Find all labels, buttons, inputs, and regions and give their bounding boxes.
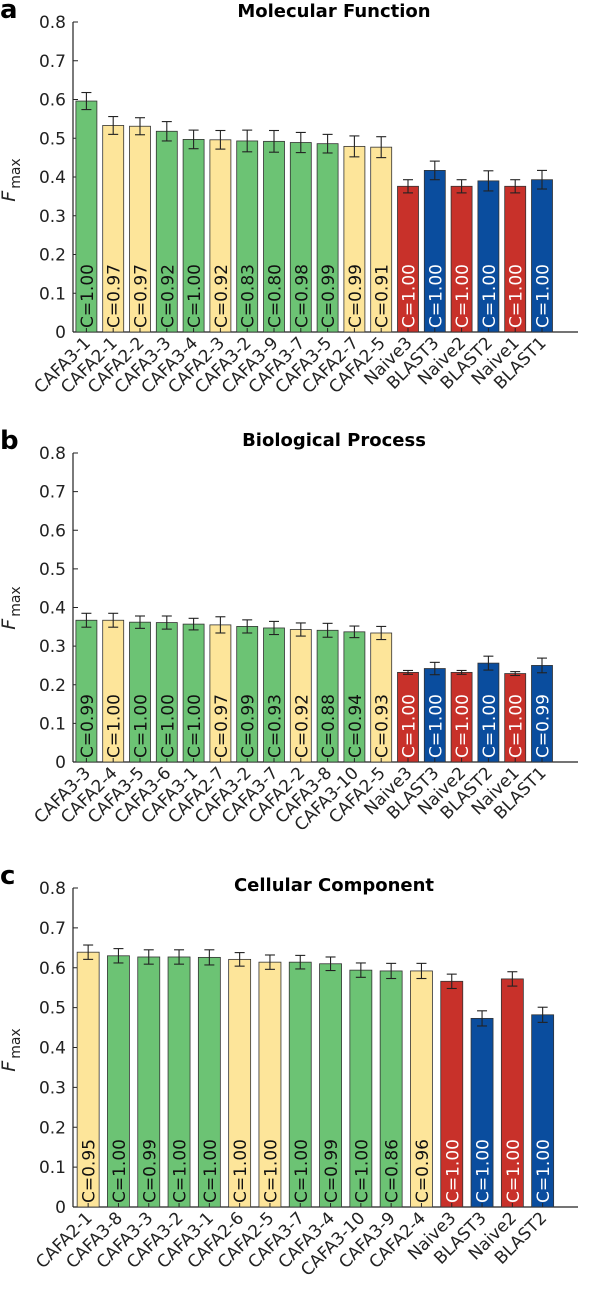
bar-coverage-label: C=1.00 bbox=[534, 264, 554, 328]
bar-coverage-label: C=0.96 bbox=[413, 1139, 433, 1203]
bar-coverage-label: C=1.00 bbox=[292, 1139, 312, 1203]
bar-coverage-label: C=1.00 bbox=[132, 694, 152, 758]
y-tick-label: 0.5 bbox=[39, 999, 66, 1019]
bar-coverage-label: C=0.92 bbox=[292, 694, 312, 758]
bar-coverage-label: C=1.00 bbox=[480, 694, 500, 758]
y-tick-label: 0.1 bbox=[39, 284, 66, 304]
bar-coverage-label: C=0.93 bbox=[266, 694, 286, 758]
bar-coverage-label: C=1.00 bbox=[158, 694, 178, 758]
chart-panel-c: c Cellular Component Fmax 0 0.1 0.2 0.3 0.4 0.5 0… bbox=[0, 861, 578, 1280]
chart-panel-b: b Biological Process Fmax 0 0.1 0.2 0.3 0.4 0.5 0… bbox=[0, 426, 578, 835]
chart-title: Biological Process bbox=[242, 430, 426, 451]
y-tick-label: 0 bbox=[55, 1198, 66, 1218]
bar-coverage-label: C=0.83 bbox=[239, 264, 259, 328]
bar-coverage-label: C=1.00 bbox=[443, 1139, 463, 1203]
bar-coverage-label: C=1.00 bbox=[534, 1139, 554, 1203]
y-tick-label: 0.5 bbox=[39, 560, 66, 580]
y-tick-label: 0.7 bbox=[39, 919, 66, 939]
bar-coverage-label: C=1.00 bbox=[426, 264, 446, 328]
bar-coverage-label: C=0.88 bbox=[319, 694, 339, 758]
bar-coverage-label: C=0.97 bbox=[132, 264, 152, 328]
bar-coverage-label: C=1.00 bbox=[453, 694, 473, 758]
bar-coverage-label: C=1.00 bbox=[105, 694, 125, 758]
y-tick-label: 0 bbox=[55, 753, 66, 773]
bar-coverage-label: C=1.00 bbox=[480, 264, 500, 328]
bar-coverage-label: C=1.00 bbox=[474, 1139, 494, 1203]
y-tick-label: 0.1 bbox=[39, 714, 66, 734]
bar-coverage-label: C=0.86 bbox=[383, 1139, 403, 1203]
y-axis-label: Fmax bbox=[0, 1028, 24, 1071]
y-tick-label: 0.3 bbox=[39, 1078, 66, 1098]
chart-panel-a: a Molecular Function Fmax 0 0.1 0.2 0.3 0.4 0.5 0… bbox=[0, 0, 578, 398]
y-tick-label: 0.5 bbox=[39, 129, 66, 149]
y-tick-label: 0.1 bbox=[39, 1158, 66, 1178]
bar-coverage-label: C=0.92 bbox=[212, 264, 232, 328]
bar-coverage-label: C=0.99 bbox=[322, 1139, 342, 1203]
bar-coverage-label: C=0.80 bbox=[266, 264, 286, 328]
bar-coverage-label: C=0.99 bbox=[346, 264, 366, 328]
bar-coverage-label: C=0.97 bbox=[212, 694, 232, 758]
bar-coverage-label: C=0.93 bbox=[373, 694, 393, 758]
y-tick-label: 0.6 bbox=[39, 959, 66, 979]
panel-letter: c bbox=[0, 861, 15, 891]
bar-coverage-label: C=0.99 bbox=[319, 264, 339, 328]
y-tick-label: 0.6 bbox=[39, 521, 66, 541]
bar-coverage-label: C=1.00 bbox=[507, 694, 527, 758]
y-tick-label: 0.7 bbox=[39, 52, 66, 72]
y-tick-label: 0.4 bbox=[39, 599, 66, 619]
bar-coverage-label: C=0.97 bbox=[105, 264, 125, 328]
y-tick-label: 0.4 bbox=[39, 1039, 66, 1059]
y-tick-label: 0.3 bbox=[39, 637, 66, 657]
y-tick-label: 0 bbox=[55, 323, 66, 343]
bar-coverage-label: C=0.91 bbox=[373, 264, 393, 328]
y-tick-label: 0.3 bbox=[39, 207, 66, 227]
bar-coverage-label: C=1.00 bbox=[261, 1139, 281, 1203]
bar-coverage-label: C=0.99 bbox=[534, 694, 554, 758]
bar-coverage-label: C=1.00 bbox=[185, 694, 205, 758]
bar-coverage-label: C=1.00 bbox=[504, 1139, 524, 1203]
bar-coverage-label: C=0.99 bbox=[140, 1139, 160, 1203]
bar-coverage-label: C=1.00 bbox=[110, 1139, 130, 1203]
y-tick-label: 0.8 bbox=[39, 444, 66, 464]
bar-coverage-label: C=1.00 bbox=[231, 1139, 251, 1203]
bar-coverage-label: C=0.99 bbox=[78, 694, 98, 758]
y-tick-label: 0.8 bbox=[39, 13, 66, 33]
bar-coverage-label: C=0.94 bbox=[346, 694, 366, 758]
y-tick-label: 0.2 bbox=[39, 676, 66, 696]
bar-coverage-label: C=1.00 bbox=[171, 1139, 191, 1203]
bar-coverage-label: C=1.00 bbox=[507, 264, 527, 328]
y-axis-label: Fmax bbox=[0, 586, 24, 629]
chart-title: Cellular Component bbox=[234, 875, 434, 896]
bar-coverage-label: C=1.00 bbox=[78, 264, 98, 328]
panel-letter: a bbox=[0, 0, 18, 25]
bar-coverage-label: C=1.00 bbox=[201, 1139, 221, 1203]
bar-coverage-label: C=1.00 bbox=[453, 264, 473, 328]
y-axis-label: Fmax bbox=[0, 158, 24, 201]
bar-coverage-label: C=0.99 bbox=[239, 694, 259, 758]
y-tick-label: 0.4 bbox=[39, 168, 66, 188]
bar-coverage-label: C=0.95 bbox=[80, 1139, 100, 1203]
bar-coverage-label: C=1.00 bbox=[185, 264, 205, 328]
bar-coverage-label: C=1.00 bbox=[400, 264, 420, 328]
bar-coverage-label: C=1.00 bbox=[400, 694, 420, 758]
panel-letter: b bbox=[0, 426, 19, 456]
bar-coverage-label: C=1.00 bbox=[426, 694, 446, 758]
bar-coverage-label: C=0.92 bbox=[158, 264, 178, 328]
y-tick-label: 0.2 bbox=[39, 246, 66, 266]
bar-coverage-label: C=1.00 bbox=[352, 1139, 372, 1203]
chart-title: Molecular Function bbox=[237, 1, 430, 22]
y-tick-label: 0.8 bbox=[39, 879, 66, 899]
y-tick-label: 0.6 bbox=[39, 91, 66, 111]
y-tick-label: 0.2 bbox=[39, 1118, 66, 1138]
bar-coverage-label: C=0.98 bbox=[292, 264, 312, 328]
y-tick-label: 0.7 bbox=[39, 483, 66, 503]
